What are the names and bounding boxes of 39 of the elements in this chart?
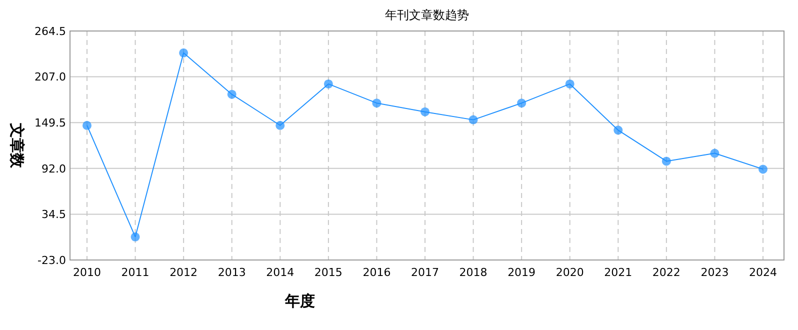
x-tick-label: 2020 [556,266,584,279]
x-axis-title: 年度 [284,292,315,310]
y-tick-label: -23.0 [38,254,66,267]
x-tick-label: 2015 [314,266,342,279]
point [130,232,140,242]
point [420,107,430,116]
x-tick-label: 2016 [362,266,391,279]
point [372,98,382,108]
point [179,48,188,58]
point [517,98,526,108]
x-tick-label: 2021 [604,266,632,279]
x-tick-label: 2018 [459,266,488,279]
y-tick-label: 34.5 [42,208,66,222]
point [468,115,478,124]
point [662,156,671,166]
x-tick-label: 2010 [73,266,101,279]
x-tick-label: 2023 [700,266,729,279]
point [565,79,574,88]
point [614,126,623,135]
point [710,148,720,158]
x-tick-label: 2014 [266,266,294,279]
point [227,90,236,99]
y-tick-label: 149.5 [34,116,66,130]
y-tick-label: 207.0 [34,70,66,84]
point [324,79,333,88]
x-tick-label: 2022 [652,266,680,279]
x-tick-label: 2017 [411,266,439,279]
x-tick-label: 2012 [170,266,198,279]
x-tick-label: 2019 [508,266,536,279]
x-tick-label: 2024 [749,266,777,279]
point [758,164,768,174]
y-tick-label: 92.0 [42,162,66,176]
point [276,120,285,130]
chart-title: 年刊文章数趋势 [385,8,469,22]
x-tick-label: 2011 [121,266,150,279]
y-axis-title: 文章数 [8,122,26,169]
point [82,120,92,130]
y-tick-label: 264.5 [34,24,66,38]
x-tick-label: 2013 [218,266,246,279]
